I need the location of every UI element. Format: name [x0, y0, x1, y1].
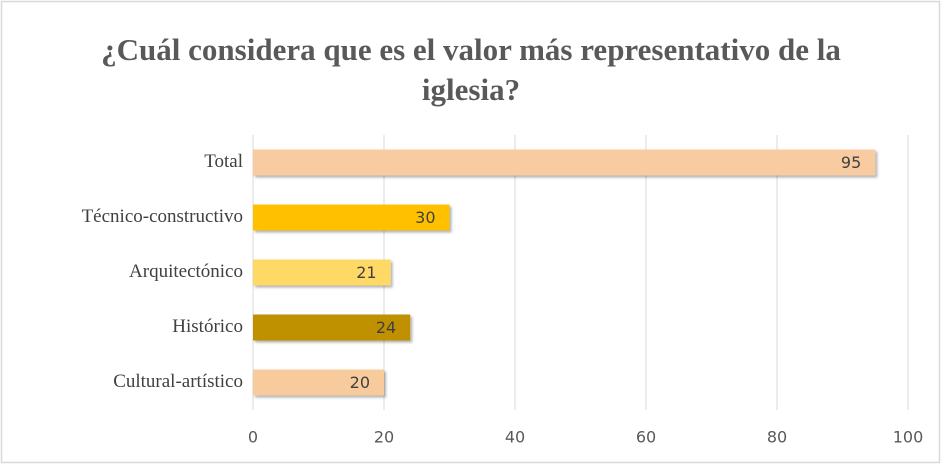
y-tick-label: Arquitectónico	[129, 261, 243, 282]
bar	[253, 259, 391, 286]
bar	[253, 204, 450, 231]
y-tick-label: Cultural-artístico	[113, 371, 243, 392]
x-tick-label: 20	[374, 428, 394, 447]
data-label: 21	[356, 263, 376, 282]
data-label: 30	[415, 208, 435, 227]
y-tick-label: Histórico	[172, 316, 243, 337]
x-tick-label: 0	[248, 428, 258, 447]
x-tick-label: 80	[767, 428, 787, 447]
chart-title: ¿Cuál considera que es el valor más repr…	[101, 32, 841, 107]
bar	[253, 314, 411, 341]
bar	[253, 369, 384, 396]
bar	[253, 149, 876, 176]
x-tick-label: 60	[636, 428, 656, 447]
data-label: 24	[376, 318, 396, 337]
data-label: 20	[350, 373, 370, 392]
data-label: 95	[841, 153, 861, 172]
x-tick-label: 100	[893, 428, 924, 447]
y-tick-label: Total	[204, 151, 243, 172]
y-tick-label: Técnico-constructivo	[82, 206, 243, 227]
x-tick-label: 40	[505, 428, 525, 447]
